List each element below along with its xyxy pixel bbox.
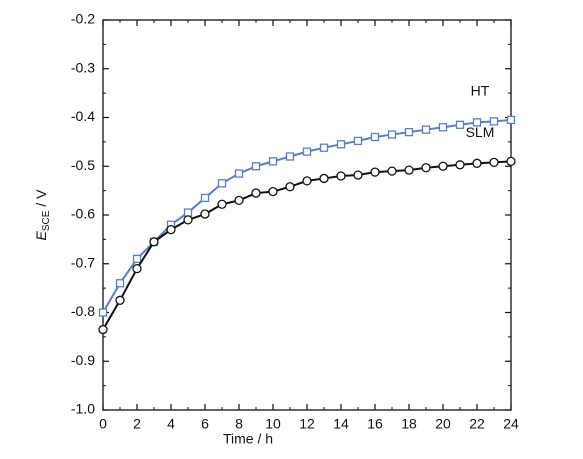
x-tick-label: 14	[333, 416, 349, 432]
point	[183, 215, 193, 225]
point	[98, 308, 108, 317]
point	[183, 208, 193, 217]
point	[302, 147, 312, 156]
point	[455, 160, 465, 170]
point	[285, 152, 295, 161]
y-label-unit: / V	[33, 189, 49, 211]
point	[234, 169, 244, 178]
point	[472, 118, 482, 127]
series-label: SLM	[466, 124, 495, 140]
point	[302, 176, 312, 186]
y-label-subscript: SCE	[41, 210, 52, 231]
point	[506, 115, 516, 125]
point	[336, 171, 346, 181]
point	[98, 324, 108, 335]
x-tick-label: 6	[201, 416, 209, 432]
point	[268, 186, 278, 197]
x-tick-label: 0	[99, 416, 107, 432]
series-label: HT	[471, 83, 490, 99]
y-tick-label: -0.8	[71, 303, 95, 319]
point	[166, 224, 176, 235]
series-line	[102, 160, 512, 331]
x-tick-label: 4	[167, 416, 175, 432]
point	[421, 125, 431, 134]
point	[132, 263, 142, 274]
point	[387, 166, 397, 176]
x-tick-label: 2	[133, 416, 141, 432]
point	[353, 170, 363, 180]
y-axis-label-text: ESCE / V	[33, 189, 52, 241]
y-tick-label: -1.0	[71, 401, 95, 417]
point	[115, 279, 125, 288]
x-tick-label: 16	[367, 416, 383, 432]
point	[319, 173, 329, 184]
x-tick-label: 12	[299, 416, 315, 432]
point	[404, 165, 414, 175]
x-tick-label: 24	[503, 416, 519, 432]
point	[251, 162, 261, 171]
point	[217, 179, 227, 188]
point	[489, 117, 499, 126]
point	[387, 130, 397, 139]
y-tick-label: -0.6	[71, 206, 95, 222]
point	[268, 157, 278, 166]
y-label-symbol: E	[33, 230, 49, 240]
point	[115, 295, 125, 305]
x-axis-label: Time / h	[223, 431, 273, 447]
point	[506, 156, 516, 167]
point	[421, 163, 431, 173]
point	[285, 182, 295, 192]
point	[132, 254, 142, 264]
point	[200, 193, 210, 203]
point	[251, 188, 261, 198]
x-tick-label: 8	[235, 416, 243, 432]
point	[438, 123, 448, 132]
y-tick-label: -0.3	[71, 59, 95, 75]
point	[319, 143, 329, 152]
x-tick-label: 10	[265, 416, 281, 432]
x-tick-label: 18	[401, 416, 417, 432]
y-tick-label: -0.7	[71, 254, 95, 270]
plot-frame	[102, 19, 512, 411]
y-tick-label: -0.4	[71, 108, 95, 124]
point	[472, 158, 482, 168]
x-tick-label: 20	[435, 416, 451, 432]
y-tick-label: -0.5	[71, 157, 95, 173]
point	[234, 195, 244, 206]
point	[404, 127, 414, 137]
y-axis-label: ESCE / V	[33, 189, 52, 241]
point	[438, 161, 448, 171]
point	[200, 209, 210, 219]
point	[149, 237, 159, 247]
point	[489, 157, 499, 168]
point	[217, 199, 227, 209]
point	[336, 140, 346, 149]
y-tick-label: -0.9	[71, 352, 95, 368]
point	[370, 167, 380, 177]
x-tick-label: 22	[469, 416, 485, 432]
point	[455, 120, 465, 129]
point	[370, 132, 380, 142]
y-tick-label: -0.2	[71, 11, 95, 27]
point	[353, 136, 363, 146]
